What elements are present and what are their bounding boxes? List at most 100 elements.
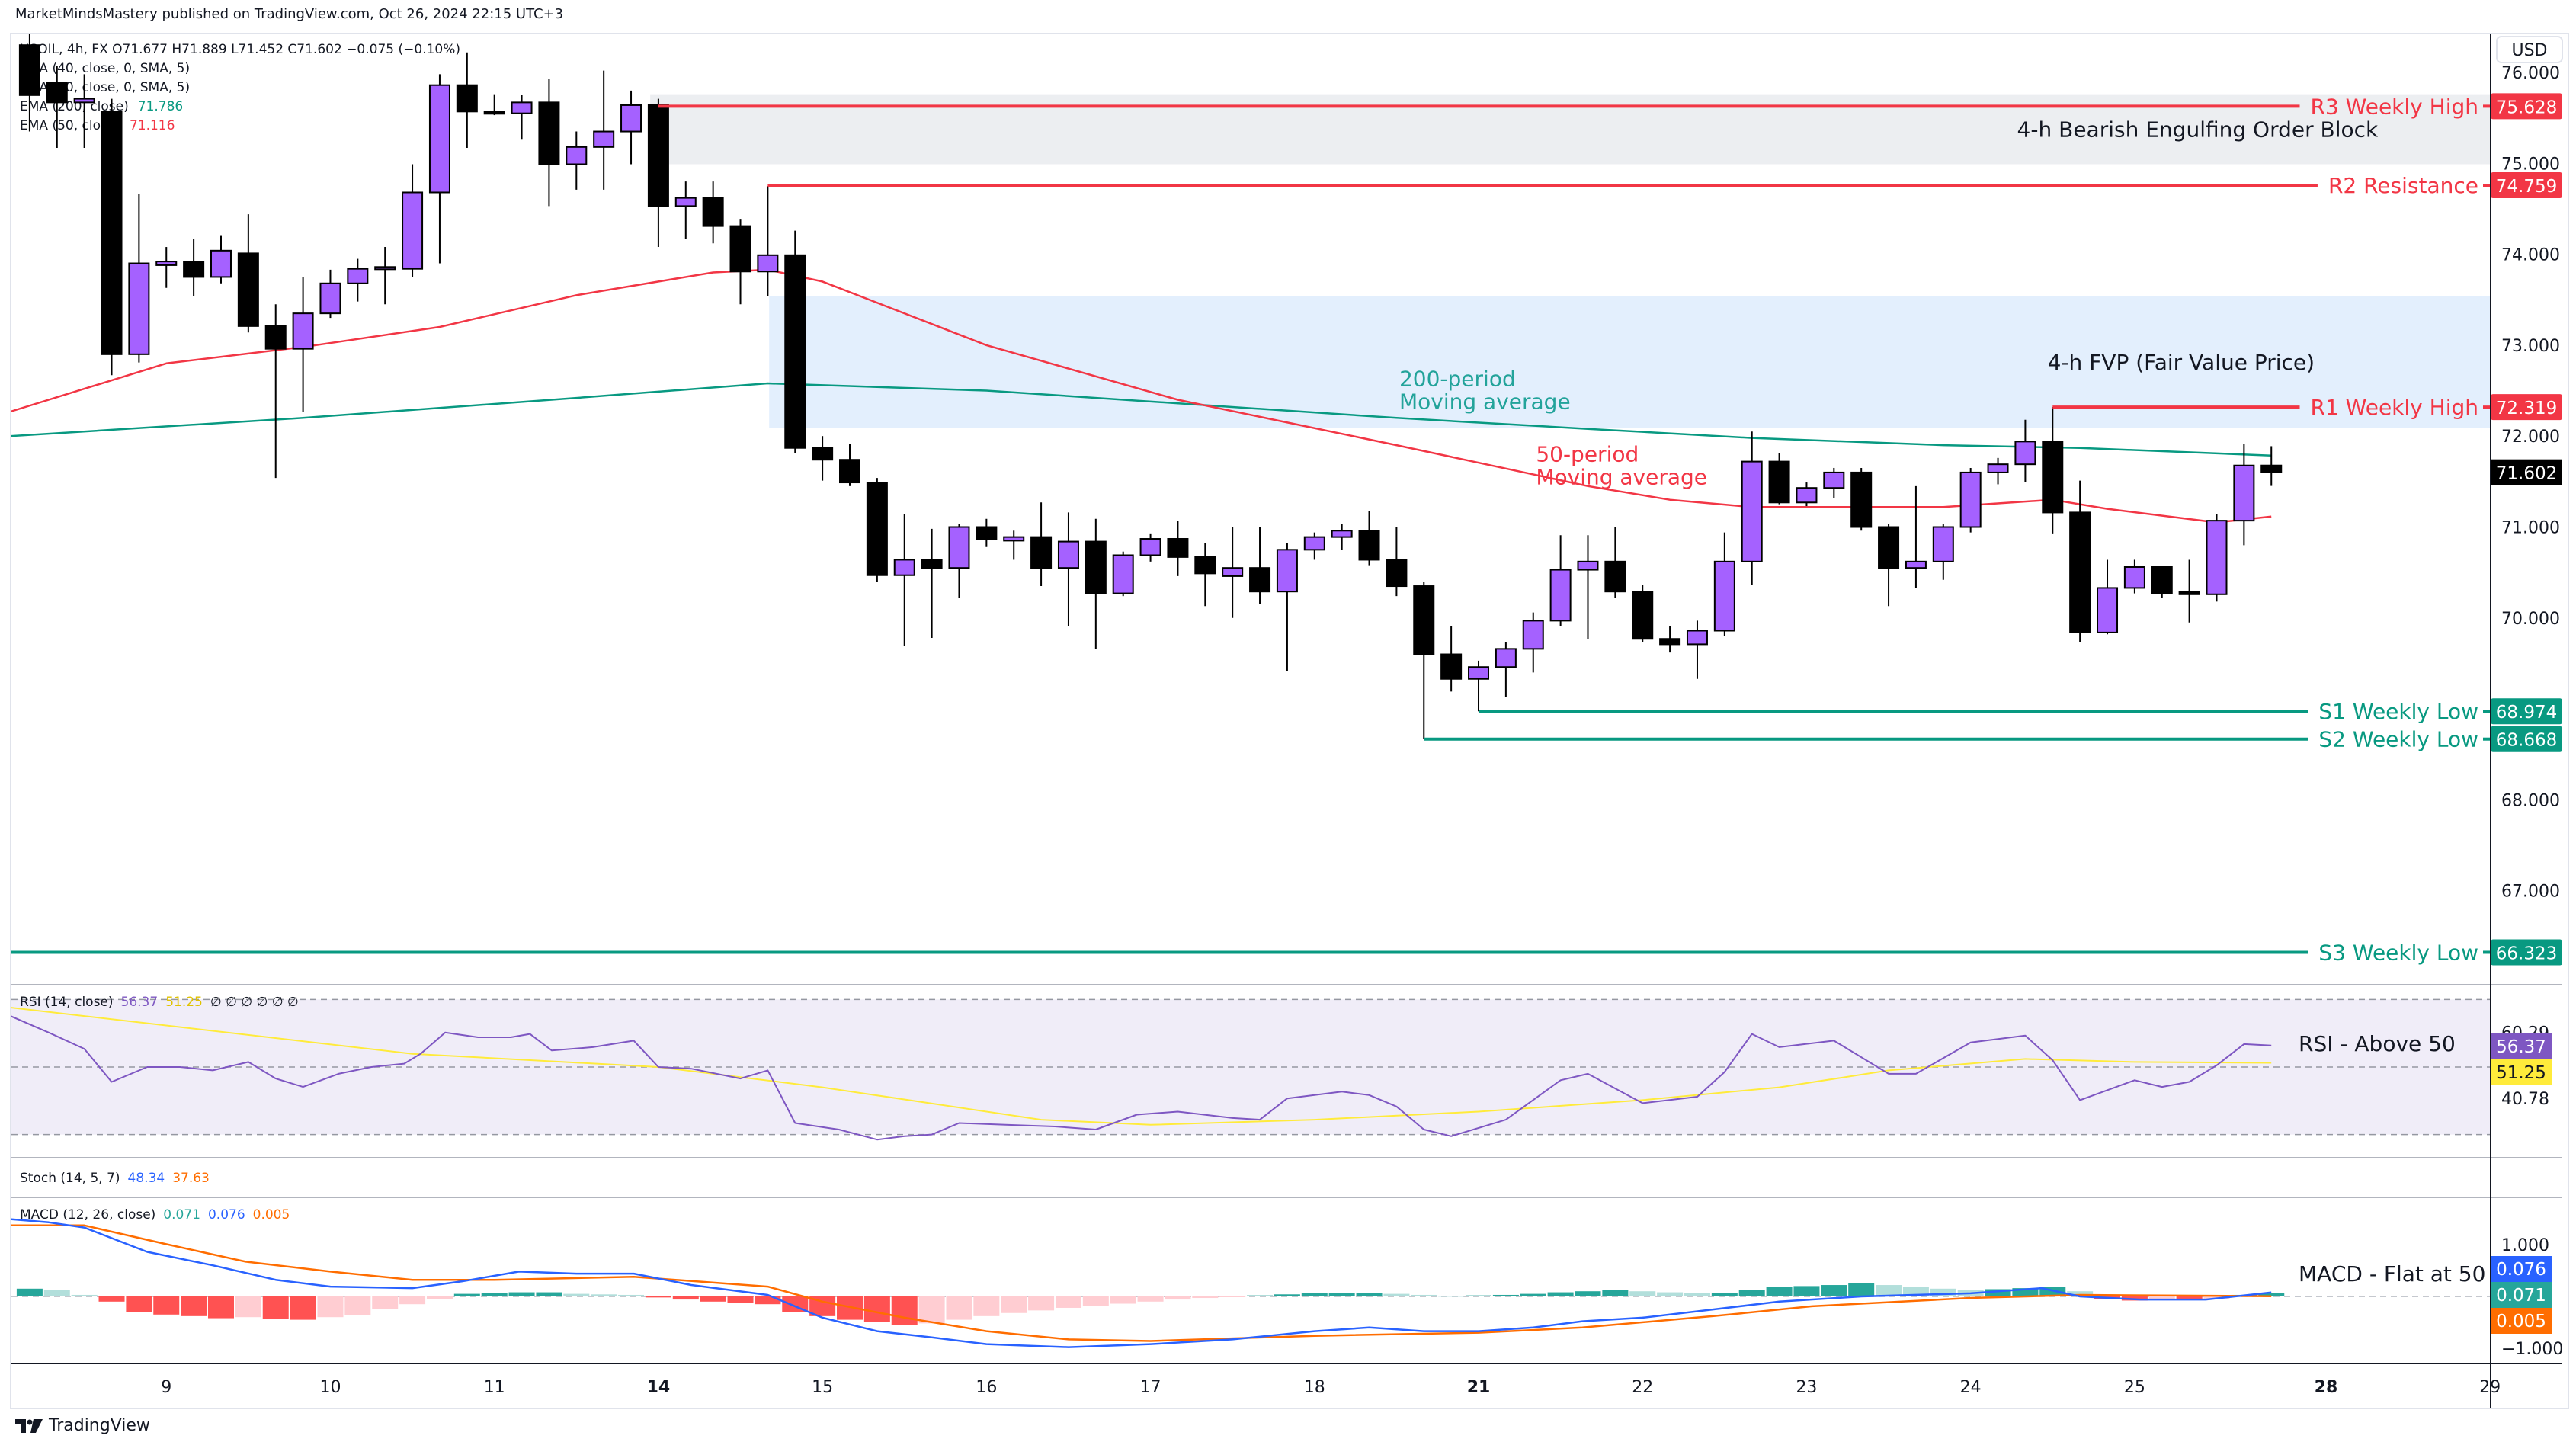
candle-body-up xyxy=(1741,460,1763,562)
price-axis-tick: 74.000 xyxy=(2501,246,2560,265)
tradingview-logo[interactable]: TradingView xyxy=(15,1416,150,1435)
macd-line xyxy=(11,1218,2272,1348)
candle xyxy=(1276,543,1298,671)
price-badge-label: 68.668 xyxy=(2496,731,2557,751)
stoch-k-value: 48.34 xyxy=(128,1171,165,1186)
candle-body-down xyxy=(647,104,669,207)
price-axis-tick: 71.000 xyxy=(2501,519,2560,538)
zone-label: 4-h FVP (Fair Value Price) xyxy=(2048,350,2315,375)
candle xyxy=(347,258,369,302)
macd-histogram-bar xyxy=(1492,1294,1519,1296)
candle xyxy=(183,239,205,296)
candle xyxy=(1331,524,1353,550)
candle-body-down xyxy=(1878,526,1900,569)
candle xyxy=(757,186,779,296)
ma-annotation: 50-period xyxy=(1536,442,1639,467)
macd-histogram-bar xyxy=(1383,1293,1410,1296)
macd-histogram-bar xyxy=(153,1296,180,1315)
price-badge-label: 75.628 xyxy=(2496,98,2557,117)
candle xyxy=(1741,431,1763,585)
candle xyxy=(428,74,450,264)
candle-body-up xyxy=(1823,471,1845,489)
price-badge-label: 74.759 xyxy=(2496,177,2557,197)
candle xyxy=(893,514,915,646)
candle-body-up xyxy=(1987,463,2009,473)
candle-body-down xyxy=(1440,653,1463,680)
rsi-pane[interactable]: RSI (14, close) 56.37 51.25 ∅ ∅ ∅ ∅ ∅ ∅ RSI … xyxy=(11,995,2552,1141)
candle-body-up xyxy=(566,146,588,165)
macd-legend-value: 0.076 xyxy=(208,1207,245,1222)
candle-body-up xyxy=(1577,560,1599,571)
macd-histogram-bar xyxy=(1547,1292,1574,1296)
candle-body-down xyxy=(237,252,259,327)
price-badge xyxy=(2491,172,2562,199)
macd-histogram-bar xyxy=(1055,1296,1081,1308)
price-badge xyxy=(2491,394,2562,421)
level-label-r2: R2 Resistance xyxy=(2328,173,2478,198)
candle-body-down xyxy=(2069,511,2091,633)
macd-histogram-bar xyxy=(1602,1290,1629,1296)
candle-body-up xyxy=(292,312,314,350)
candle-body-down xyxy=(264,325,287,350)
candle xyxy=(1030,502,1053,587)
time-axis-label: 21 xyxy=(1467,1378,1491,1397)
price-axis-tick: 67.000 xyxy=(2501,883,2560,902)
level-label-s2: S2 Weekly Low xyxy=(2318,727,2478,752)
candle-body-up xyxy=(1003,536,1025,542)
rsi-legend-value: 56.37 xyxy=(121,995,159,1010)
candle xyxy=(2123,559,2145,594)
currency-button[interactable]: USD xyxy=(2496,36,2563,63)
macd-histogram-bar xyxy=(1629,1291,1656,1296)
level-label-s3: S3 Weekly Low xyxy=(2318,940,2478,965)
candle-body-up xyxy=(319,282,341,315)
indicator-legend-value: 71.786 xyxy=(138,99,183,114)
macd-histogram-bar xyxy=(1165,1296,1191,1300)
macd-value-badge-label: 0.076 xyxy=(2496,1260,2546,1280)
candle xyxy=(1085,518,1107,649)
candle-body-down xyxy=(2178,591,2200,595)
macd-histogram-bar xyxy=(2148,1296,2175,1300)
level-label-r3: R3 Weekly High xyxy=(2311,94,2479,119)
candle-body-up xyxy=(620,104,642,133)
macd-histogram-bar xyxy=(2258,1293,2285,1296)
time-axis-label: 22 xyxy=(1632,1378,1653,1397)
macd-histogram-bar xyxy=(1192,1296,1219,1299)
candle xyxy=(264,304,287,479)
ma-annotation: 200-period xyxy=(1399,367,1516,392)
candle-body-down xyxy=(921,559,943,569)
stoch-legend-label: Stoch (14, 5, 7) xyxy=(20,1171,120,1186)
candle-body-up xyxy=(155,261,178,266)
price-badge-label: 68.974 xyxy=(2496,703,2557,723)
macd-histogram-bar xyxy=(71,1294,98,1296)
stoch-pane[interactable]: Stoch (14, 5, 7) 48.34 37.63 xyxy=(20,1171,210,1186)
symbol-ohlc-legend: USOIL, 4h, FX O71.677 H71.889 L71.452 C7… xyxy=(20,42,460,57)
candle xyxy=(1358,511,1380,566)
candle xyxy=(1932,524,1954,580)
macd-histogram-bar xyxy=(591,1294,617,1296)
ma-annotation: Moving average xyxy=(1536,465,1707,490)
candle xyxy=(1659,626,1681,653)
candle xyxy=(101,98,123,376)
candle-body-up xyxy=(1468,666,1490,680)
macd-pane[interactable]: MACD (12, 26, close) 0.071 0.076 0.005 MACD … xyxy=(11,1207,2564,1359)
candle-body-down xyxy=(2260,464,2283,473)
tradingview-logo-icon xyxy=(15,1418,43,1433)
candle xyxy=(155,247,178,288)
candle xyxy=(1386,527,1408,597)
zone-label: 4-h Bearish Engulfing Order Block xyxy=(2017,117,2379,143)
rsi-ma-legend-value: 51.25 xyxy=(165,995,203,1010)
macd-histogram-bar xyxy=(1793,1286,1820,1296)
candle xyxy=(1194,543,1216,607)
rsi-axis-label: 40.78 xyxy=(2501,1090,2549,1109)
price-axis-tick: 72.000 xyxy=(2501,428,2560,447)
candle xyxy=(566,131,588,190)
candle-body-up xyxy=(1959,471,1982,528)
candle xyxy=(511,95,533,140)
candle-body-down xyxy=(2042,441,2064,514)
candle xyxy=(210,235,232,284)
macd-histogram-bar xyxy=(918,1296,945,1324)
rsi-value-badge-label: 56.37 xyxy=(2496,1037,2546,1057)
tradingview-brand: TradingView xyxy=(49,1416,150,1435)
rsi-legend-label: RSI (14, close) xyxy=(20,995,114,1010)
